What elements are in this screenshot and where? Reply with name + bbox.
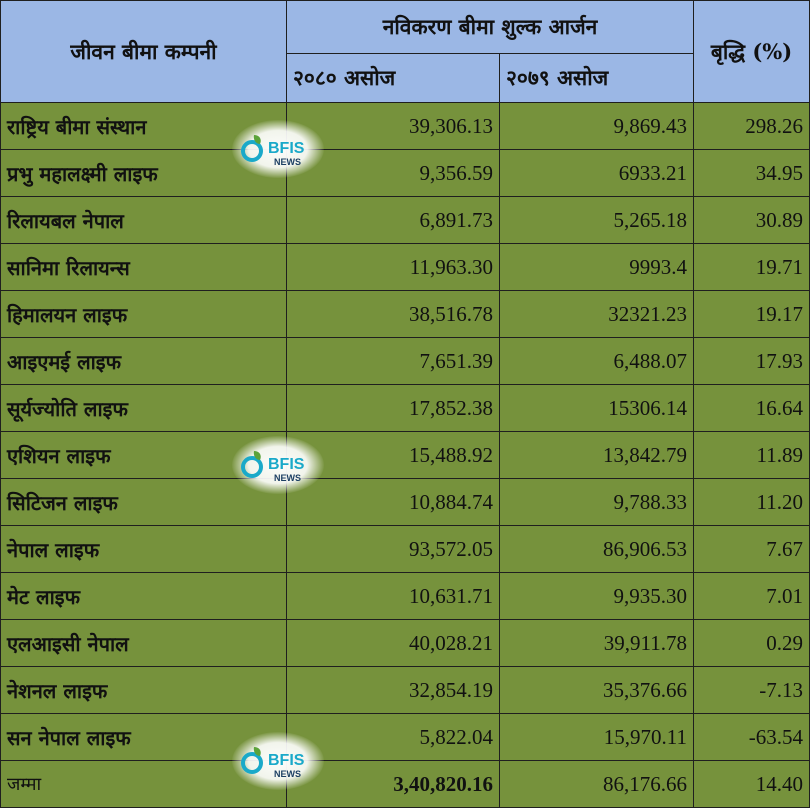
value-2080: 6,891.73 — [286, 196, 500, 244]
value-2080: 11,963.30 — [286, 243, 500, 291]
company-name: एलआइसी नेपाल — [0, 619, 287, 667]
total-2079: 86,176.66 — [498, 760, 695, 808]
table-row: एलआइसी नेपाल 40,028.21 39,911.78 0.29 — [0, 619, 810, 667]
value-2079: 5,265.18 — [498, 196, 695, 244]
value-2080: 15,488.92 — [286, 431, 500, 479]
company-name: प्रभु महालक्ष्मी लाइफ — [0, 149, 287, 197]
growth-value: 16.64 — [693, 384, 810, 432]
header-2080: २०८० असोज — [286, 53, 500, 103]
value-2080: 39,306.13 — [286, 102, 500, 150]
value-2079: 32321.23 — [498, 290, 695, 338]
total-2080: 3,40,820.16 — [286, 760, 500, 808]
table-row: हिमालयन लाइफ 38,516.78 32321.23 19.17 — [0, 290, 810, 338]
table-body: राष्ट्रिय बीमा संस्थान 39,306.13 9,869.4… — [0, 102, 810, 808]
company-name: सानिमा रिलायन्स — [0, 243, 287, 291]
growth-value: 17.93 — [693, 337, 810, 385]
value-2080: 7,651.39 — [286, 337, 500, 385]
value-2079: 15,970.11 — [498, 713, 695, 761]
table-row: नेपाल लाइफ 93,572.05 86,906.53 7.67 — [0, 525, 810, 573]
company-name: सिटिजन लाइफ — [0, 478, 287, 526]
company-name: नेशनल लाइफ — [0, 666, 287, 714]
table-row: सन नेपाल लाइफ 5,822.04 15,970.11 -63.54 — [0, 713, 810, 761]
company-name: सन नेपाल लाइफ — [0, 713, 287, 761]
company-name: राष्ट्रिय बीमा संस्थान — [0, 102, 287, 150]
value-2079: 6,488.07 — [498, 337, 695, 385]
value-2080: 9,356.59 — [286, 149, 500, 197]
total-label: जम्मा — [0, 760, 287, 808]
company-name: हिमालयन लाइफ — [0, 290, 287, 338]
table-row: एशियन लाइफ 15,488.92 13,842.79 11.89 — [0, 431, 810, 479]
growth-value: 11.89 — [693, 431, 810, 479]
table-row: आइएमई लाइफ 7,651.39 6,488.07 17.93 — [0, 337, 810, 385]
table-row: रिलायबल नेपाल 6,891.73 5,265.18 30.89 — [0, 196, 810, 244]
header-growth: बृद्धि (%) — [693, 0, 810, 103]
value-2079: 9,935.30 — [498, 572, 695, 620]
header-renewal-premium: नविकरण बीमा शुल्क आर्जन — [285, 0, 695, 54]
value-2080: 38,516.78 — [286, 290, 500, 338]
value-2080: 17,852.38 — [286, 384, 500, 432]
value-2080: 32,854.19 — [286, 666, 500, 714]
growth-value: 11.20 — [693, 478, 810, 526]
table-row: सानिमा रिलायन्स 11,963.30 9993.4 19.71 — [0, 243, 810, 291]
growth-value: 34.95 — [693, 149, 810, 197]
value-2079: 9993.4 — [498, 243, 695, 291]
growth-value: -7.13 — [693, 666, 810, 714]
company-name: रिलायबल नेपाल — [0, 196, 287, 244]
company-name: नेपाल लाइफ — [0, 525, 287, 573]
value-2079: 39,911.78 — [498, 619, 695, 667]
company-name: मेट लाइफ — [0, 572, 287, 620]
header-2079: २०७९ असोज — [498, 53, 695, 103]
value-2080: 10,884.74 — [286, 478, 500, 526]
total-row: जम्मा 3,40,820.16 86,176.66 14.40 — [0, 760, 810, 808]
table-row: सिटिजन लाइफ 10,884.74 9,788.33 11.20 — [0, 478, 810, 526]
growth-value: 7.01 — [693, 572, 810, 620]
value-2079: 9,869.43 — [498, 102, 695, 150]
value-2080: 40,028.21 — [286, 619, 500, 667]
growth-value: 30.89 — [693, 196, 810, 244]
table-row: नेशनल लाइफ 32,854.19 35,376.66 -7.13 — [0, 666, 810, 714]
value-2079: 9,788.33 — [498, 478, 695, 526]
value-2079: 86,906.53 — [498, 525, 695, 573]
growth-value: 298.26 — [693, 102, 810, 150]
value-2080: 93,572.05 — [286, 525, 500, 573]
value-2079: 35,376.66 — [498, 666, 695, 714]
value-2079: 13,842.79 — [498, 431, 695, 479]
header-company: जीवन बीमा कम्पनी — [0, 0, 287, 103]
value-2079: 15306.14 — [498, 384, 695, 432]
table-row: मेट लाइफ 10,631.71 9,935.30 7.01 — [0, 572, 810, 620]
total-growth: 14.40 — [693, 760, 810, 808]
value-2080: 10,631.71 — [286, 572, 500, 620]
value-2079: 6933.21 — [498, 149, 695, 197]
company-name: सूर्यज्योति लाइफ — [0, 384, 287, 432]
company-name: एशियन लाइफ — [0, 431, 287, 479]
growth-value: 19.71 — [693, 243, 810, 291]
growth-value: -63.54 — [693, 713, 810, 761]
growth-value: 19.17 — [693, 290, 810, 338]
growth-value: 7.67 — [693, 525, 810, 573]
table-row: सूर्यज्योति लाइफ 17,852.38 15306.14 16.6… — [0, 384, 810, 432]
growth-value: 0.29 — [693, 619, 810, 667]
table-row: प्रभु महालक्ष्मी लाइफ 9,356.59 6933.21 3… — [0, 149, 810, 197]
table-row: राष्ट्रिय बीमा संस्थान 39,306.13 9,869.4… — [0, 102, 810, 150]
company-name: आइएमई लाइफ — [0, 337, 287, 385]
value-2080: 5,822.04 — [286, 713, 500, 761]
